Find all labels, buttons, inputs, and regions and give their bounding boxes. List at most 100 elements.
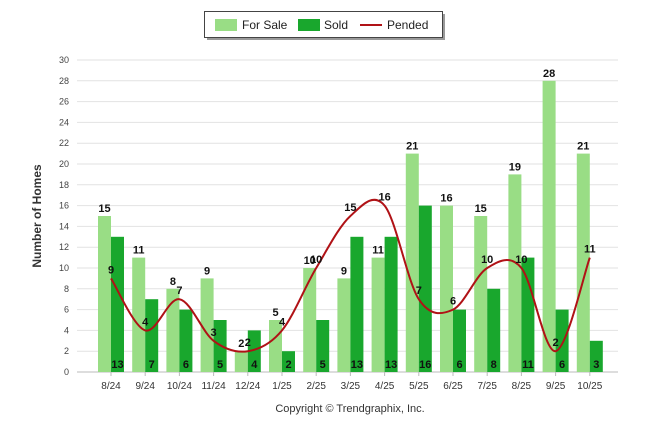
sold-value-label: 13 bbox=[111, 359, 123, 371]
for-sale-value-label: 2 bbox=[238, 338, 244, 350]
x-tick-label: 8/25 bbox=[512, 381, 532, 392]
pended-value-label: 11 bbox=[584, 244, 596, 256]
x-tick-label: 1/25 bbox=[272, 381, 292, 392]
pended-line bbox=[110, 198, 591, 353]
x-tick-label: 11/24 bbox=[201, 381, 226, 392]
x-axis: 8/24 9/24 10/24 11/24 12/24 1/25 2/25 3/25 4/25 5… bbox=[101, 372, 603, 392]
for-sale-value-label: 8 bbox=[170, 276, 176, 288]
for-sale-value-label: 28 bbox=[543, 68, 555, 80]
for-sale-bar bbox=[234, 351, 248, 372]
for-sale-bar bbox=[200, 278, 214, 372]
y-tick-label: 10 bbox=[59, 263, 69, 273]
sold-bar bbox=[111, 236, 124, 372]
x-tick-label: 4/25 bbox=[375, 381, 395, 392]
for-sale-value-label: 5 bbox=[272, 307, 278, 319]
sold-value-label: 5 bbox=[217, 359, 223, 371]
pended-value-label: 7 bbox=[176, 285, 182, 297]
for-sale-value-label: 9 bbox=[204, 265, 210, 277]
sold-value-label: 11 bbox=[522, 359, 534, 371]
x-tick-label: 8/24 bbox=[101, 381, 121, 392]
sold-value-label: 3 bbox=[593, 359, 599, 371]
sold-value-label: 13 bbox=[351, 359, 363, 371]
y-axis-label: Number of Homes bbox=[30, 164, 44, 268]
y-tick-label: 22 bbox=[59, 138, 69, 148]
for-sale-value-label: 11 bbox=[133, 245, 145, 257]
y-tick-label: 8 bbox=[64, 284, 69, 294]
x-tick-label: 2/25 bbox=[306, 381, 326, 392]
x-tick-label: 12/24 bbox=[235, 381, 260, 392]
for-sale-bar bbox=[542, 80, 556, 373]
sold-bar bbox=[453, 309, 466, 372]
data-labels: 1513117869524521059131113211616615819112… bbox=[98, 68, 599, 371]
y-tick-label: 16 bbox=[59, 201, 69, 211]
sold-bar bbox=[282, 351, 295, 372]
for-sale-value-label: 10 bbox=[304, 255, 316, 267]
y-tick-label: 28 bbox=[59, 76, 69, 86]
for-sale-value-label: 9 bbox=[341, 265, 347, 277]
legend-label-sold: Sold bbox=[324, 18, 348, 32]
y-tick-label: 18 bbox=[59, 180, 69, 190]
sold-value-label: 2 bbox=[285, 359, 291, 371]
pended-value-label: 7 bbox=[416, 285, 422, 297]
pended-value-label: 10 bbox=[481, 254, 493, 266]
sold-bar bbox=[247, 330, 261, 372]
pended-value-label: 10 bbox=[310, 254, 322, 266]
x-tick-label: 10/25 bbox=[577, 381, 602, 392]
for-sale-bar bbox=[440, 205, 453, 372]
sold-bar bbox=[179, 309, 193, 372]
sold-value-label: 4 bbox=[251, 359, 258, 371]
y-tick-label: 14 bbox=[59, 221, 69, 231]
sold-bar bbox=[145, 299, 159, 372]
x-tick-label: 6/25 bbox=[443, 381, 463, 392]
sold-bar bbox=[521, 257, 535, 372]
y-tick-label: 26 bbox=[59, 97, 69, 107]
sold-value-label: 16 bbox=[419, 359, 431, 371]
y-tick-label: 2 bbox=[64, 346, 69, 356]
pended-value-label: 10 bbox=[515, 254, 527, 266]
x-tick-label: 9/24 bbox=[135, 381, 155, 392]
sold-value-label: 13 bbox=[385, 359, 397, 371]
y-tick-label: 30 bbox=[59, 55, 69, 65]
for-sale-bar bbox=[405, 153, 419, 372]
pended-value-label: 16 bbox=[378, 192, 390, 204]
for-sale-value-label: 21 bbox=[577, 141, 589, 153]
sold-bar bbox=[487, 288, 501, 372]
sold-bar bbox=[555, 309, 569, 372]
x-tick-label: 9/25 bbox=[546, 381, 566, 392]
sold-value-label: 7 bbox=[149, 359, 155, 371]
x-tick-label: 3/25 bbox=[341, 381, 361, 392]
for-sale-bar bbox=[303, 268, 317, 372]
legend-box bbox=[204, 11, 443, 38]
sold-bar bbox=[350, 236, 364, 372]
for-sale-value-label: 11 bbox=[372, 245, 384, 257]
legend-swatch-for-sale bbox=[215, 19, 237, 31]
for-sale-bar bbox=[371, 257, 385, 372]
legend-swatch-sold bbox=[298, 19, 320, 31]
pended-value-label: 4 bbox=[279, 316, 286, 328]
for-sale-value-label: 15 bbox=[475, 203, 487, 215]
pended-value-label: 9 bbox=[108, 264, 114, 276]
pended-value-label: 15 bbox=[344, 202, 356, 214]
y-tick-label: 20 bbox=[59, 159, 69, 169]
pended-value-label: 2 bbox=[553, 337, 559, 349]
for-sale-bar bbox=[474, 216, 488, 372]
y-tick-label: 24 bbox=[59, 117, 69, 127]
legend-label-pended: Pended bbox=[387, 18, 428, 32]
x-tick-label: 10/24 bbox=[167, 381, 192, 392]
pended-line-group bbox=[110, 198, 591, 353]
y-tick-label: 0 bbox=[64, 367, 69, 377]
legend: For Sale Sold Pended bbox=[204, 11, 445, 40]
sold-bar bbox=[384, 236, 398, 372]
x-tick-label: 5/25 bbox=[409, 381, 429, 392]
bars bbox=[98, 80, 603, 373]
y-tick-label: 6 bbox=[64, 305, 69, 315]
for-sale-value-label: 15 bbox=[98, 203, 110, 215]
for-sale-bar bbox=[508, 174, 522, 372]
for-sale-value-label: 19 bbox=[509, 161, 521, 173]
for-sale-value-label: 21 bbox=[406, 141, 418, 153]
pended-value-label: 6 bbox=[450, 296, 456, 308]
copyright-text: Copyright © Trendgraphix, Inc. bbox=[275, 403, 424, 415]
